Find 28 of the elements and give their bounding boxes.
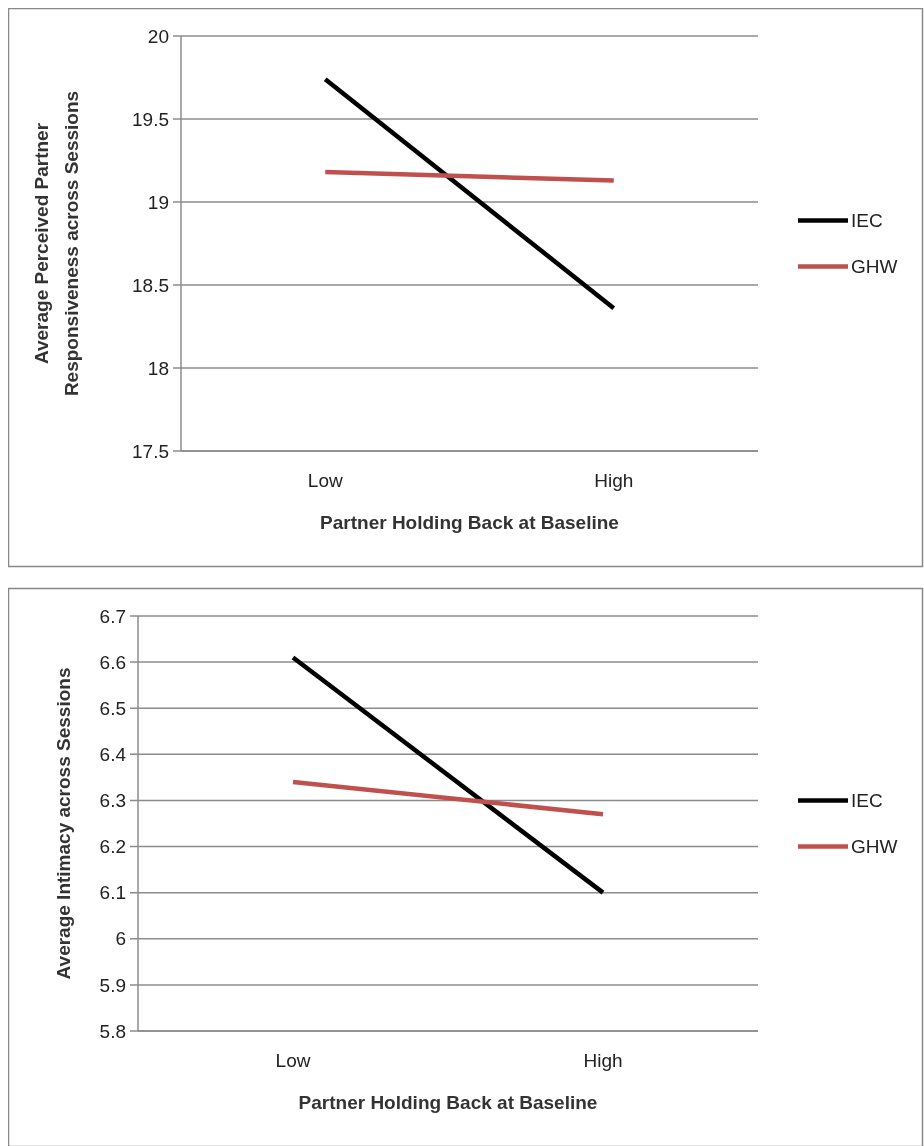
- legend-label: IEC: [851, 790, 883, 812]
- y-tick-label: 6: [115, 928, 126, 950]
- y-tick-label: 6.4: [99, 743, 127, 765]
- y-axis-title: Average Intimacy across Sessions: [53, 667, 74, 980]
- y-tick-label: 6.6: [99, 651, 126, 673]
- legend-label: IEC: [851, 210, 883, 232]
- y-tick-label: 6.2: [99, 836, 126, 858]
- y-tick-label: 6.7: [99, 605, 126, 627]
- x-tick-label: Low: [307, 470, 343, 491]
- legend-label: GHW: [851, 836, 898, 858]
- x-tick-label: Low: [275, 1050, 311, 1071]
- x-tick-label: High: [583, 1050, 623, 1071]
- x-axis-title: Partner Holding Back at Baseline: [298, 1092, 598, 1113]
- y-tick-label: 19: [147, 191, 169, 213]
- y-tick-label: 19.5: [132, 108, 169, 130]
- y-tick-label: 20: [147, 25, 169, 47]
- y-tick-label: 6.3: [99, 790, 126, 812]
- y-tick-label: 18: [147, 357, 169, 379]
- x-axis-title: Partner Holding Back at Baseline: [320, 512, 619, 533]
- y-tick-label: 5.8: [99, 1020, 126, 1042]
- y-axis-title: Average Perceived Partner Responsiveness across Sessions: [31, 90, 82, 397]
- y-tick-label: 6.5: [99, 697, 126, 719]
- y-tick-label: 6.1: [99, 882, 126, 904]
- y-tick-label: 5.9: [99, 974, 126, 996]
- y-tick-label: 18.5: [132, 274, 169, 296]
- x-tick-label: High: [594, 470, 634, 491]
- y-tick-label: 17.5: [132, 440, 169, 462]
- legend-label: GHW: [851, 256, 898, 278]
